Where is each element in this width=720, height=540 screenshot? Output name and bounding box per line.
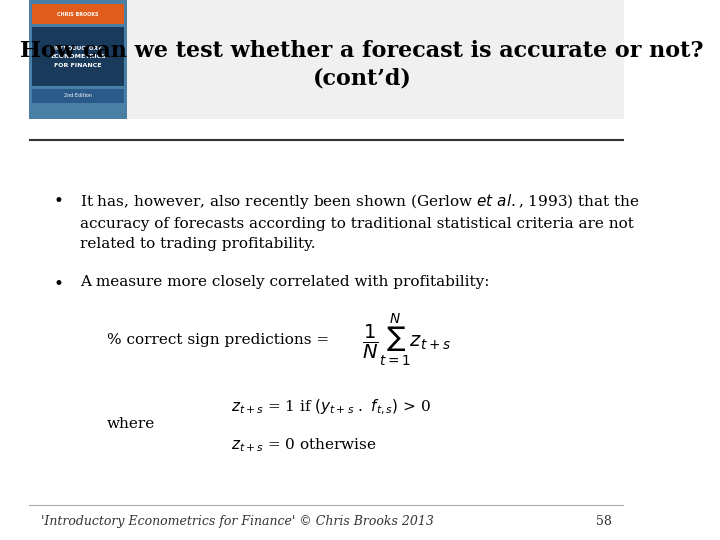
FancyBboxPatch shape [32, 89, 125, 103]
Text: •: • [53, 275, 63, 293]
Text: % correct sign predictions =: % correct sign predictions = [107, 333, 333, 347]
Text: where: where [107, 417, 155, 431]
Text: $\dfrac{1}{N}\sum_{t=1}^{N}z_{t+s}$: $\dfrac{1}{N}\sum_{t=1}^{N}z_{t+s}$ [362, 312, 451, 368]
FancyBboxPatch shape [30, 0, 127, 119]
Text: 'Introductory Econometrics for Finance' © Chris Brooks 2013: 'Introductory Econometrics for Finance' … [41, 515, 434, 528]
FancyBboxPatch shape [32, 4, 125, 24]
Text: $z_{t+s}$ = 0 otherwise: $z_{t+s}$ = 0 otherwise [231, 437, 377, 454]
Text: •: • [53, 192, 63, 210]
Text: INTRODUCTORY: INTRODUCTORY [54, 46, 102, 51]
Text: How can we test whether a forecast is accurate or not?: How can we test whether a forecast is ac… [20, 40, 704, 62]
Text: It has, however, also recently been shown (Gerlow $et\ al.$, 1993) that the
accu: It has, however, also recently been show… [80, 192, 639, 251]
FancyBboxPatch shape [32, 27, 125, 86]
Text: CHRIS BROOKS: CHRIS BROOKS [58, 11, 99, 17]
Text: $z_{t+s}$ = 1 if $(y_{t+s}\ .\ f_{t,s})$ > 0: $z_{t+s}$ = 1 if $(y_{t+s}\ .\ f_{t,s})$… [231, 398, 431, 417]
Text: (cont’d): (cont’d) [312, 68, 412, 89]
Text: ECONOMETRICS: ECONOMETRICS [50, 54, 106, 59]
Text: 58: 58 [596, 515, 612, 528]
Text: FOR FINANCE: FOR FINANCE [54, 63, 102, 69]
Text: A measure more closely correlated with profitability:: A measure more closely correlated with p… [80, 275, 490, 289]
FancyBboxPatch shape [30, 0, 624, 119]
Text: 2nd Edition: 2nd Edition [64, 93, 92, 98]
